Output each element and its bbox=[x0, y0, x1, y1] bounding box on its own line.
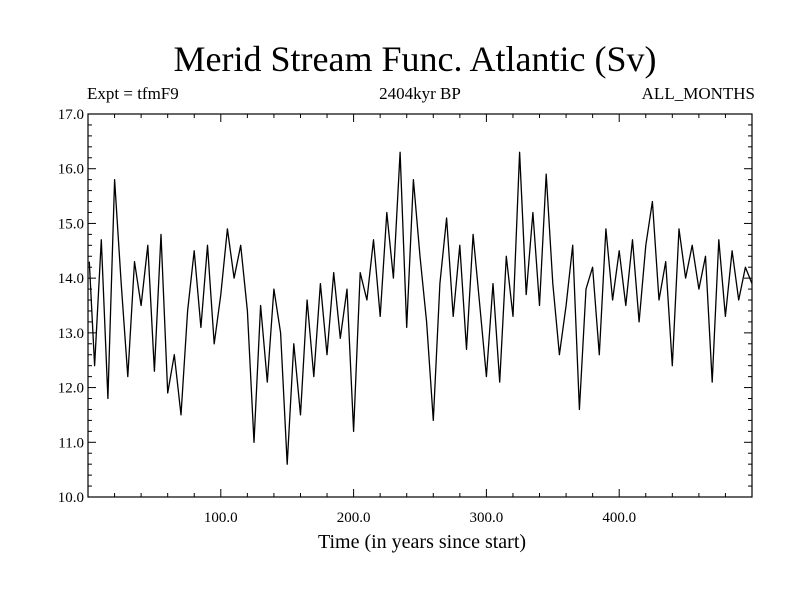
plot-frame bbox=[87, 113, 753, 498]
y-tick-label: 13.0 bbox=[58, 326, 84, 342]
y-tick-label: 16.0 bbox=[58, 162, 84, 178]
x-tick-label: 100.0 bbox=[204, 510, 238, 526]
x-tick-label: 400.0 bbox=[602, 510, 636, 526]
x-tick-label: 300.0 bbox=[470, 510, 504, 526]
y-tick-label: 11.0 bbox=[58, 435, 84, 451]
y-tick-label: 17.0 bbox=[58, 107, 84, 123]
y-tick-label: 12.0 bbox=[58, 381, 84, 397]
y-tick-label: 10.0 bbox=[58, 490, 84, 506]
y-tick-label: 14.0 bbox=[58, 271, 84, 287]
months-label: ALL_MONTHS bbox=[641, 84, 755, 103]
x-tick-label: 200.0 bbox=[337, 510, 371, 526]
chart-title: Merid Stream Func. Atlantic (Sv) bbox=[173, 39, 657, 79]
series-line-0 bbox=[88, 151, 753, 465]
y-tick-label: 15.0 bbox=[58, 216, 84, 232]
experiment-label: Expt = tfmF9 bbox=[87, 84, 179, 103]
x-axis-title: Time (in years since start) bbox=[318, 531, 526, 553]
period-label: 2404kyr BP bbox=[379, 84, 461, 103]
